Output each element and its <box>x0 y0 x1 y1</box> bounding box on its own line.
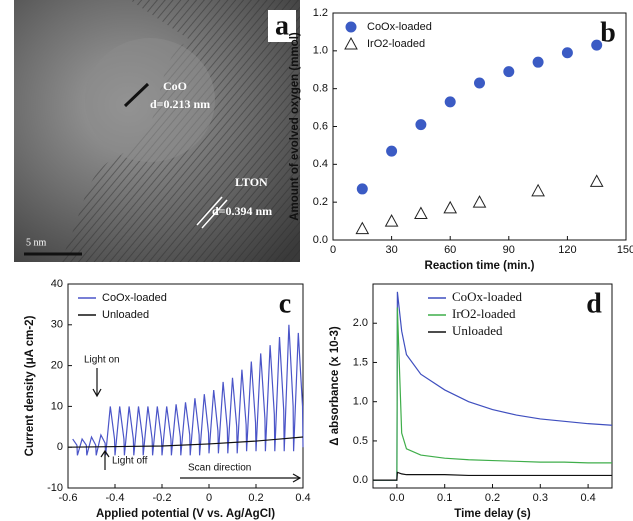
legend-marker <box>345 21 357 33</box>
x-tick-label: 0.1 <box>437 492 452 504</box>
image-label: d=0.213 nm <box>150 97 210 111</box>
y-tick-label: 0.0 <box>353 474 368 486</box>
y-tick-label: 0.0 <box>313 234 328 246</box>
y-tick-label: 0.4 <box>313 158 328 170</box>
chart-panel: -0.6 -0.4 -0.2 0 0.2 0.4 -10 0 10 20 30 40 Applied p… <box>24 278 311 520</box>
y-axis-title: Δ absorbance (x 10-3) <box>329 326 341 446</box>
image-label: LTON <box>235 175 268 189</box>
y-tick-label: 1.5 <box>353 356 368 368</box>
series-line <box>373 291 613 481</box>
x-tick-label: 0 <box>206 492 212 504</box>
marker-line <box>196 196 223 226</box>
point <box>532 56 544 68</box>
panel-letter: a <box>275 10 289 41</box>
arrow-head <box>92 388 102 398</box>
scale-label: 5 nm <box>26 237 47 248</box>
x-tick-label: 0.2 <box>485 492 500 504</box>
y-tick-label: 0.6 <box>313 120 328 132</box>
series-line <box>373 471 612 481</box>
x-tick-label: 150 <box>617 244 633 256</box>
y-tick-label: 0.8 <box>313 83 328 95</box>
series-line <box>373 307 612 481</box>
y-tick-label: 0 <box>57 441 63 453</box>
chart-panel: 0 30 60 90 120 150 0.0 0.2 0.4 0.6 0.8 1.0 1.2 Reacti… <box>289 7 633 272</box>
y-axis-title: Current density (μA cm-2) <box>24 315 36 456</box>
x-tick-label: 60 <box>444 244 456 256</box>
legend-label: IrO2-loaded <box>452 306 516 321</box>
y-tick-label: 1.2 <box>313 7 328 19</box>
point <box>355 221 370 235</box>
x-tick-label: -0.4 <box>106 492 125 504</box>
x-tick-label: -0.6 <box>59 492 78 504</box>
x-tick-label: 0 <box>330 244 336 256</box>
y-tick-label: 0.5 <box>353 435 368 447</box>
y-tick-label: 2.0 <box>353 317 368 329</box>
plot-frame <box>67 283 304 489</box>
point <box>384 214 399 227</box>
y-tick-label: -10 <box>47 482 63 494</box>
panel-letter: c <box>279 288 291 319</box>
y-tick-label: 1.0 <box>353 396 368 408</box>
legend-label: IrO2-loaded <box>367 38 425 50</box>
y-tick-label: 40 <box>51 278 63 290</box>
point <box>414 206 428 220</box>
point <box>356 183 368 195</box>
point <box>415 119 427 131</box>
x-tick-label: 0.4 <box>295 492 310 504</box>
x-axis-title: Reaction time (min.) <box>425 260 535 272</box>
y-tick-label: 1.0 <box>313 45 328 57</box>
tem-panel: a CoO d=0.213 nm LTON d=0.394 nm 5 nm <box>14 0 300 262</box>
point <box>589 174 604 187</box>
x-tick-label: 0.3 <box>533 492 548 504</box>
y-tick-label: 20 <box>51 360 63 372</box>
x-tick-label: 0.4 <box>580 492 595 504</box>
arrow-head <box>100 449 110 458</box>
legend-marker <box>344 36 358 50</box>
x-tick-label: 90 <box>503 244 515 256</box>
point <box>386 145 398 157</box>
legend-label: CoOx-loaded <box>452 289 523 304</box>
x-tick-label: 0.2 <box>248 492 263 504</box>
point <box>591 39 603 51</box>
point <box>474 77 485 89</box>
annotation: Light on <box>84 355 120 366</box>
image-label: d=0.394 nm <box>212 204 272 218</box>
point <box>531 183 545 197</box>
series-line <box>67 436 304 448</box>
legend-label: CoOx-loaded <box>367 21 432 33</box>
coo-particle <box>85 38 215 162</box>
x-axis-title: Time delay (s) <box>454 508 531 520</box>
x-axis-title: Applied potential (V vs. Ag/AgCl) <box>96 508 275 520</box>
annotation: Scan direction <box>188 463 251 474</box>
point <box>444 96 456 108</box>
series-line <box>72 324 304 456</box>
chart-panel: 0.0 0.1 0.2 0.3 0.4 0.0 0.5 1.0 1.5 2.0 Time delay… <box>329 283 613 520</box>
y-axis-title: Amount of evolved oxygen (mmol) <box>289 32 301 221</box>
x-tick-label: 0.0 <box>389 492 404 504</box>
y-tick-label: 30 <box>51 319 63 331</box>
marker-line <box>201 199 228 229</box>
panel-letter: b <box>600 17 616 48</box>
image-label: CoO <box>163 79 187 93</box>
legend-label: Unloaded <box>452 323 503 338</box>
x-tick-label: -0.2 <box>153 492 172 504</box>
point <box>443 200 458 214</box>
legend-label: Unloaded <box>102 309 149 321</box>
arrow-head <box>292 473 302 483</box>
point <box>472 195 487 208</box>
legend-label: CoOx-loaded <box>102 292 167 304</box>
x-tick-label: 120 <box>558 244 576 256</box>
y-tick-label: 10 <box>51 400 63 412</box>
x-tick-label: 30 <box>385 244 397 256</box>
y-tick-label: 0.2 <box>313 196 328 208</box>
annotation: Light off <box>112 456 148 467</box>
letter-box <box>268 10 296 42</box>
marker-line <box>123 82 150 108</box>
point <box>561 47 573 59</box>
panel-letter: d <box>586 288 602 319</box>
point <box>503 66 515 78</box>
